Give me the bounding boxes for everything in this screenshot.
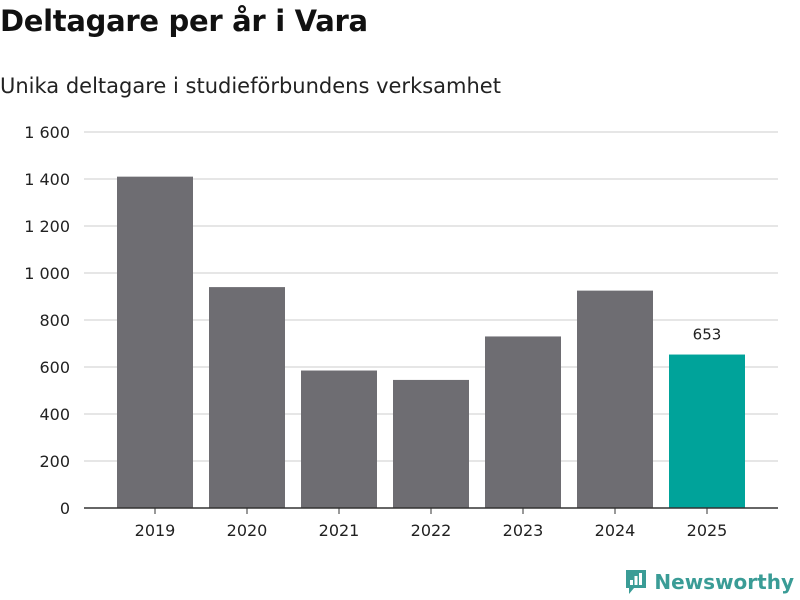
bar <box>485 336 561 508</box>
y-tick-label: 400 <box>39 405 70 424</box>
x-tick-label: 2023 <box>503 521 544 540</box>
x-tick-label: 2020 <box>227 521 268 540</box>
bar <box>209 287 285 508</box>
chart-title: Deltagare per år i Vara <box>0 4 368 38</box>
y-tick-label: 200 <box>39 452 70 471</box>
bar <box>393 379 469 508</box>
y-tick-label: 1 200 <box>24 217 70 236</box>
brand-logo: Newsworthy <box>624 568 794 596</box>
data-label: 653 <box>693 326 722 344</box>
y-tick-label: 600 <box>39 358 70 377</box>
bar <box>669 354 745 508</box>
chart-subtitle: Unika deltagare i studieförbundens verks… <box>0 74 501 98</box>
y-tick-label: 1 000 <box>24 264 70 283</box>
y-tick-label: 1 600 <box>24 123 70 142</box>
x-tick-label: 2021 <box>319 521 360 540</box>
x-tick-label: 2024 <box>595 521 636 540</box>
y-tick-label: 0 <box>60 499 70 518</box>
newsworthy-logo-icon <box>626 570 647 594</box>
y-tick-label: 1 400 <box>24 170 70 189</box>
x-tick-label: 2025 <box>687 521 728 540</box>
bar <box>301 370 377 508</box>
y-tick-label: 800 <box>39 311 70 330</box>
x-tick-label: 2022 <box>411 521 452 540</box>
bar <box>577 290 653 508</box>
brand-name: Newsworthy <box>654 570 794 594</box>
bar <box>117 176 193 508</box>
x-tick-label: 2019 <box>135 521 176 540</box>
